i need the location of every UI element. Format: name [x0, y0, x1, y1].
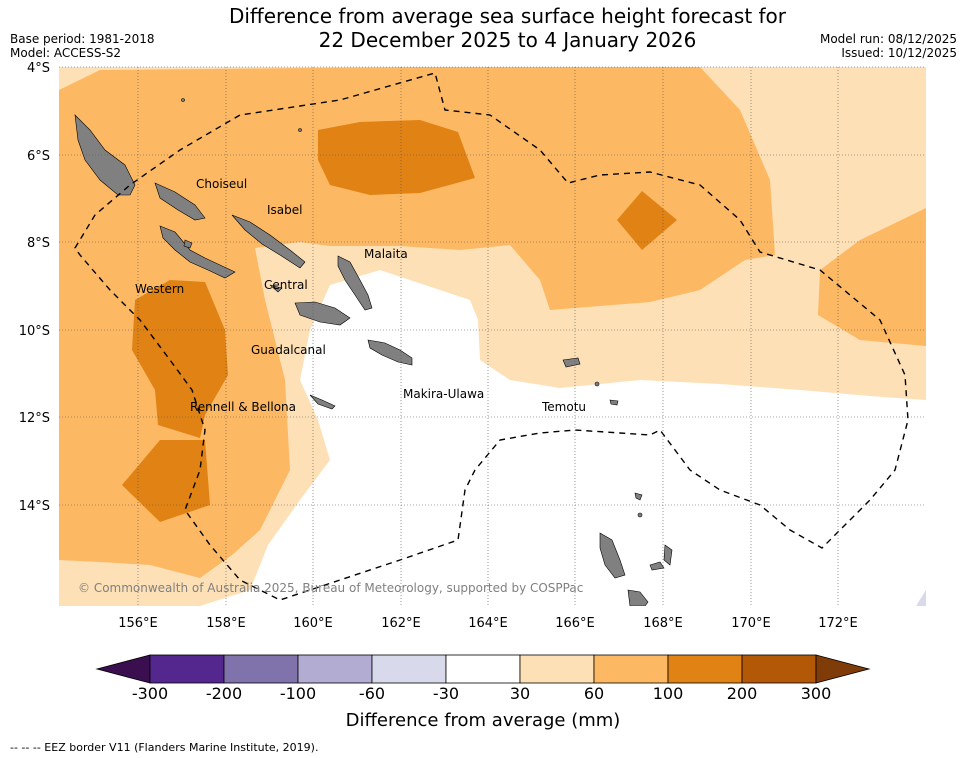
model-run: Model run: 08/12/2025 — [819, 32, 957, 46]
island-dot-4 — [298, 128, 302, 132]
colorbar — [95, 654, 871, 684]
label-temotu: Temotu — [541, 400, 586, 414]
colorbar-bin-7 — [593, 654, 669, 684]
cb-tick-6: 30 — [510, 684, 530, 703]
page-title: Difference from average sea surface heig… — [150, 4, 865, 52]
meta-right: Model run: 08/12/2025 Issued: 10/12/2025 — [820, 32, 957, 60]
lon-label-164e: 164°E — [468, 616, 508, 631]
graticule — [59, 66, 926, 606]
place-labels: Choiseul Isabel Malaita Western Central … — [135, 177, 586, 414]
label-western: Western — [135, 282, 184, 296]
label-malaita: Malaita — [364, 247, 408, 261]
label-rennell-bellona: Rennell & Bellona — [190, 400, 296, 414]
island-small-2 — [649, 561, 665, 571]
island-santa-cruz — [562, 357, 581, 368]
anomaly-field — [59, 67, 926, 606]
island-vanuatu-espiritu — [599, 532, 626, 579]
copyright-notice: © Commonwealth of Australia 2025, Bureau… — [78, 581, 583, 595]
contour-band-100-200-north — [318, 120, 475, 195]
title-line-1: Difference from average sea surface heig… — [228, 4, 787, 28]
corner-patch — [916, 590, 926, 606]
lon-label-158e: 158°E — [206, 616, 246, 631]
lat-label-6s: 6°S — [27, 149, 50, 164]
lon-label-160e: 160°E — [293, 616, 333, 631]
cb-tick-8: 100 — [653, 684, 684, 703]
island-malaita — [337, 255, 373, 311]
contour-band-100-200-south — [122, 440, 210, 522]
lon-label-168e: 168°E — [643, 616, 683, 631]
island-small-5 — [269, 284, 283, 293]
model-name: Model: ACCESS-S2 — [10, 46, 122, 60]
label-guadalcanal: Guadalcanal — [251, 343, 326, 357]
lat-label-8s: 8°S — [27, 236, 50, 251]
base-period: Base period: 1981-2018 — [10, 32, 155, 46]
lat-label-12s: 12°S — [19, 411, 50, 426]
colorbar-bin-1 — [149, 654, 225, 684]
colorbar-bin-9 — [741, 654, 817, 684]
cb-tick-5: -30 — [433, 684, 459, 703]
lon-label-172e: 172°E — [818, 616, 858, 631]
label-choiseul: Choiseul — [196, 177, 247, 191]
colorbar-title: Difference from average (mm) — [346, 710, 621, 731]
lon-label-170e: 170°E — [731, 616, 771, 631]
colorbar-under-arrow — [95, 654, 151, 684]
lon-labels: 156°E 158°E 160°E 162°E 164°E 166°E 168°… — [118, 616, 858, 631]
cb-tick-1: -300 — [132, 684, 168, 703]
cb-tick-3: -100 — [280, 684, 316, 703]
island-guadalcanal — [294, 301, 351, 326]
island-small-3 — [609, 399, 619, 406]
issued-date: Issued: 10/12/2025 — [841, 46, 957, 60]
colorbar-ticks: -300 -200 -100 -60 -30 30 60 100 200 300 — [132, 684, 831, 703]
lon-label-162e: 162°E — [381, 616, 421, 631]
label-isabel: Isabel — [267, 203, 302, 217]
label-makira-ulawa: Makira-Ulawa — [403, 387, 484, 401]
island-dot-3 — [181, 98, 185, 102]
island-choiseul — [154, 182, 206, 221]
eez-border — [74, 72, 909, 601]
title-line-2: 22 December 2025 to 4 January 2026 — [318, 28, 697, 52]
colorbar-bin-8 — [667, 654, 743, 684]
lon-label-166e: 166°E — [555, 616, 595, 631]
colorbar-bin-6 — [519, 654, 595, 684]
island-dot-2 — [637, 512, 643, 518]
cb-tick-9: 200 — [727, 684, 758, 703]
lat-labels: 4°S 6°S 8°S 10°S 12°S 14°S — [19, 61, 50, 514]
colorbar-bin-5 — [445, 654, 521, 684]
island-dot-1 — [594, 381, 600, 387]
contour-band-60-100-east — [818, 208, 926, 346]
cb-tick-7: 60 — [584, 684, 604, 703]
contour-band-100-200-west — [132, 280, 228, 438]
cb-tick-2: -200 — [206, 684, 242, 703]
lat-label-4s: 4°S — [27, 61, 50, 76]
contour-band-60-100 — [59, 67, 775, 578]
island-small-4 — [634, 492, 643, 501]
cb-tick-4: -60 — [359, 684, 385, 703]
island-rennell — [309, 394, 336, 410]
island-small-1 — [663, 544, 673, 566]
island-isabel — [231, 214, 306, 269]
colorbar-bin-2 — [223, 654, 299, 684]
contour-band-100-200-east — [617, 191, 677, 250]
meta-left: Base period: 1981-2018 Model: ACCESS-S2 — [10, 32, 155, 60]
colorbar-over-arrow — [815, 654, 871, 684]
lat-label-10s: 10°S — [19, 324, 50, 339]
lon-label-156e: 156°E — [118, 616, 158, 631]
colorbar-bin-4 — [371, 654, 447, 684]
island-vanuatu-malekula — [627, 589, 649, 606]
label-central: Central — [264, 278, 308, 292]
colorbar-bin-3 — [297, 654, 373, 684]
eez-legend: -- -- -- EEZ border V11 (Flanders Marine… — [10, 741, 318, 754]
cb-tick-10: 300 — [801, 684, 832, 703]
lat-label-14s: 14°S — [19, 499, 50, 514]
